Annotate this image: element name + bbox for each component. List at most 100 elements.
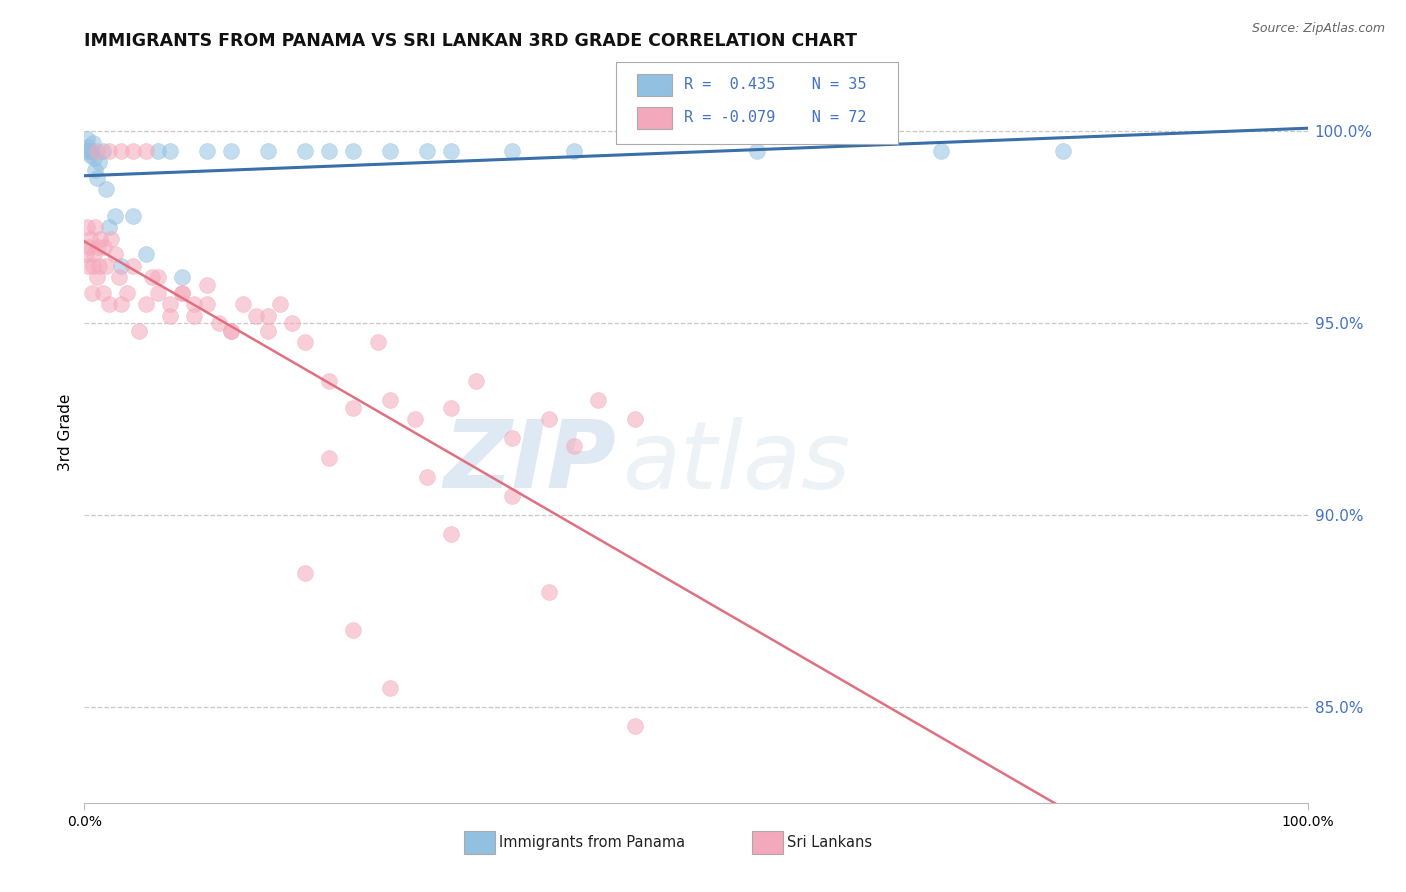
Point xyxy=(76,220,98,235)
Point xyxy=(232,297,254,311)
Point xyxy=(79,147,101,161)
Point xyxy=(128,324,150,338)
Point xyxy=(82,259,104,273)
Text: Immigrants from Panama: Immigrants from Panama xyxy=(499,835,685,849)
Point xyxy=(562,144,585,158)
Point xyxy=(141,270,163,285)
Text: R =  0.435    N = 35: R = 0.435 N = 35 xyxy=(683,77,866,92)
Point xyxy=(195,144,218,158)
Point xyxy=(122,209,145,223)
Point xyxy=(342,144,364,158)
Point xyxy=(294,566,316,580)
Point xyxy=(257,144,280,158)
Point xyxy=(135,247,157,261)
Point xyxy=(104,209,127,223)
FancyBboxPatch shape xyxy=(637,73,672,95)
Text: R = -0.079    N = 72: R = -0.079 N = 72 xyxy=(683,111,866,126)
Point xyxy=(80,285,103,300)
Text: ZIP: ZIP xyxy=(443,417,616,508)
Point xyxy=(87,155,110,169)
Point xyxy=(82,136,104,150)
Point xyxy=(146,285,169,300)
Point xyxy=(367,335,389,350)
Point xyxy=(87,259,110,273)
Point xyxy=(195,297,218,311)
Point xyxy=(257,309,280,323)
Point xyxy=(747,144,769,158)
Point xyxy=(77,144,100,158)
Point xyxy=(84,162,107,177)
FancyBboxPatch shape xyxy=(637,107,672,129)
Point xyxy=(502,431,524,445)
Point xyxy=(75,144,97,158)
Point xyxy=(281,316,304,330)
FancyBboxPatch shape xyxy=(616,62,898,144)
Point xyxy=(380,681,402,695)
Point xyxy=(538,412,561,426)
Point xyxy=(86,170,108,185)
Point xyxy=(83,247,105,261)
Point xyxy=(97,220,120,235)
Point xyxy=(77,259,100,273)
Point xyxy=(135,144,157,158)
Point xyxy=(538,584,561,599)
Point xyxy=(318,144,340,158)
Point xyxy=(76,132,98,146)
Point xyxy=(79,232,101,246)
Point xyxy=(89,232,111,246)
Text: IMMIGRANTS FROM PANAMA VS SRI LANKAN 3RD GRADE CORRELATION CHART: IMMIGRANTS FROM PANAMA VS SRI LANKAN 3RD… xyxy=(84,32,858,50)
Point xyxy=(83,152,105,166)
Point xyxy=(146,144,169,158)
Point xyxy=(84,220,107,235)
Point xyxy=(97,297,120,311)
Point xyxy=(159,309,181,323)
Point xyxy=(219,144,242,158)
Point xyxy=(342,623,364,637)
Point xyxy=(159,144,181,158)
Point xyxy=(107,270,129,285)
Point xyxy=(75,247,97,261)
Point xyxy=(502,144,524,158)
Point xyxy=(318,374,340,388)
Point xyxy=(110,259,132,273)
Point xyxy=(294,144,316,158)
Point xyxy=(440,527,463,541)
Point xyxy=(219,324,242,338)
Point xyxy=(380,144,402,158)
Point xyxy=(342,401,364,415)
Point xyxy=(257,324,280,338)
Point xyxy=(122,259,145,273)
Y-axis label: 3rd Grade: 3rd Grade xyxy=(58,394,73,471)
Point xyxy=(195,277,218,292)
Point xyxy=(91,144,114,158)
Point xyxy=(172,285,194,300)
Point xyxy=(97,144,120,158)
Point xyxy=(624,412,647,426)
Point xyxy=(404,412,426,426)
Point xyxy=(219,324,242,338)
Text: Sri Lankans: Sri Lankans xyxy=(787,835,873,849)
Point xyxy=(624,719,647,733)
Point xyxy=(87,239,110,253)
Point xyxy=(135,297,157,311)
Point xyxy=(100,232,122,246)
Point xyxy=(416,144,439,158)
Point xyxy=(122,144,145,158)
Point xyxy=(586,392,609,407)
Point xyxy=(93,239,115,253)
Point xyxy=(380,392,402,407)
Point xyxy=(208,316,231,330)
Point xyxy=(183,297,205,311)
Point xyxy=(464,374,486,388)
Point xyxy=(159,297,181,311)
Point xyxy=(110,144,132,158)
Point xyxy=(440,144,463,158)
Point xyxy=(91,285,114,300)
Point xyxy=(416,469,439,483)
Point xyxy=(502,489,524,503)
Point xyxy=(929,144,952,158)
Point xyxy=(104,247,127,261)
Point xyxy=(77,140,100,154)
Point xyxy=(562,439,585,453)
Point xyxy=(318,450,340,465)
